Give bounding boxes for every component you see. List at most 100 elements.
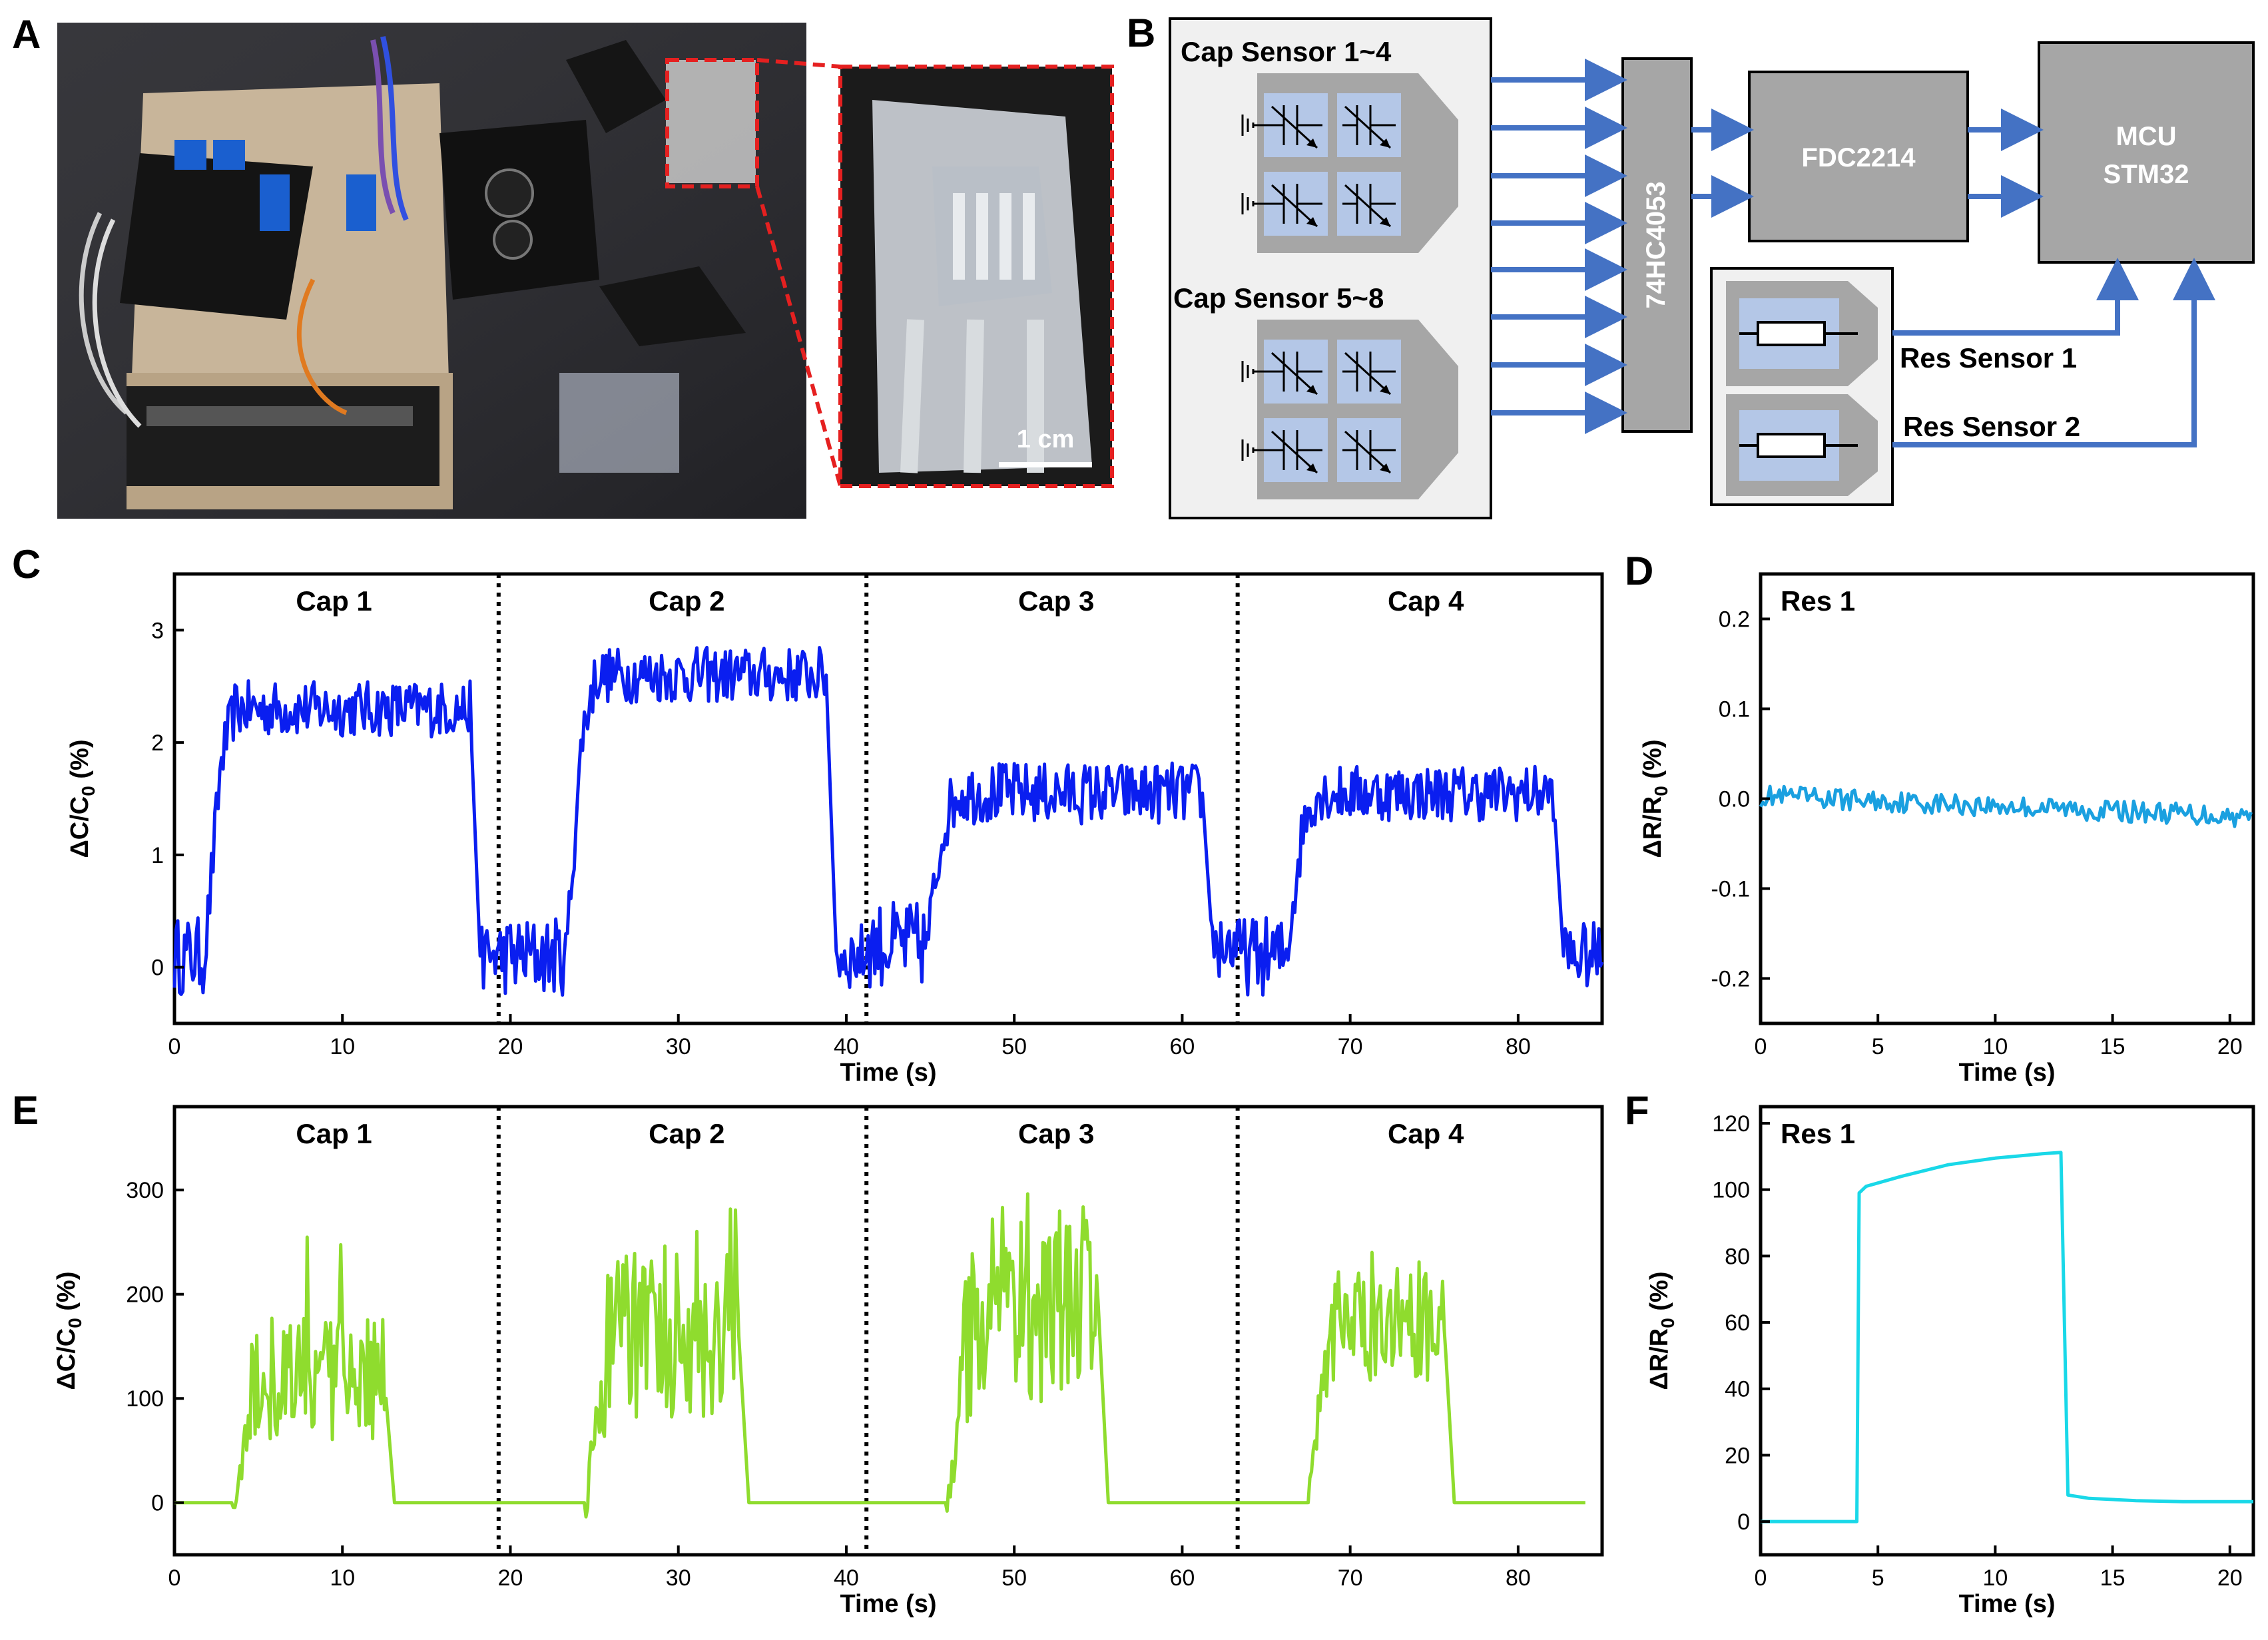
cap-sensor-cell (1337, 340, 1401, 404)
x-tick-label: 0 (1755, 1034, 1767, 1059)
x-tick-label: 5 (1872, 1565, 1884, 1591)
segment-label: Cap 2 (649, 1118, 724, 1149)
x-axis-title: Time (s) (1958, 1059, 2055, 1087)
fdc-block (1748, 71, 1969, 242)
y-tick-label: 3 (151, 618, 164, 643)
mux-label: 74HC4053 (1641, 181, 1671, 308)
panel-letter-b: B (1127, 11, 1155, 55)
x-tick-label: 40 (834, 1565, 859, 1591)
legend-label: Res 1 (1781, 585, 1855, 617)
x-tick-label: 50 (1001, 1565, 1027, 1591)
y-tick-label: 200 (126, 1282, 164, 1308)
series-line (1759, 784, 2253, 828)
y-tick-label: -0.1 (1711, 877, 1750, 902)
mcu-board (127, 386, 439, 486)
y-tick-label: 0.0 (1719, 787, 1750, 812)
y-tick-label: 0 (151, 1491, 164, 1516)
x-tick-label: 20 (498, 1565, 523, 1591)
y-tick-label: 100 (126, 1386, 164, 1412)
x-tick-label: 30 (666, 1034, 691, 1059)
mcu-label-1: MCU (2116, 122, 2176, 151)
segment-label: Cap 2 (649, 585, 724, 617)
y-tick-label: 120 (1712, 1111, 1750, 1137)
res-sensor-2 (1726, 394, 1878, 496)
scale-bar-label: 1 cm (1017, 425, 1075, 453)
res-sensor-1-label: Res Sensor 1 (1900, 342, 2077, 374)
segment-label: Cap 1 (296, 1118, 372, 1149)
x-axis-title: Time (s) (840, 1590, 936, 1618)
y-axis-title: ΔC/C0 (%) (53, 1272, 85, 1390)
y-tick-label: 100 (1712, 1178, 1750, 1203)
x-tick-label: 40 (834, 1034, 859, 1059)
segment-label: Cap 1 (296, 585, 372, 617)
cap-sensor-cell (1241, 93, 1328, 157)
panel-letter-e: E (12, 1088, 39, 1133)
x-tick-label: 80 (1506, 1034, 1531, 1059)
x-tick-label: 5 (1872, 1034, 1884, 1059)
x-tick-label: 15 (2100, 1565, 2126, 1591)
y-axis-title: ΔR/R0 (%) (1645, 1272, 1678, 1390)
zoom-box (665, 58, 759, 188)
panel-letter-a: A (12, 12, 41, 57)
fdc-label: FDC2214 (1801, 143, 1916, 172)
y-tick-label: 60 (1725, 1310, 1750, 1336)
segment-label: Cap 3 (1018, 1118, 1094, 1149)
x-tick-label: 20 (498, 1034, 523, 1059)
cap-sensor-cell (1241, 418, 1328, 482)
x-tick-label: 60 (1169, 1034, 1195, 1059)
y-tick-label: 300 (126, 1178, 164, 1203)
y-tick-label: 40 (1725, 1377, 1750, 1402)
mcu-label-2: STM32 (2104, 160, 2189, 189)
device-photo (57, 23, 806, 519)
x-tick-label: 20 (2217, 1565, 2243, 1591)
mux-block (1621, 57, 1693, 433)
cap-sensor-cell (1337, 418, 1401, 482)
x-tick-label: 10 (330, 1034, 355, 1059)
cap-sensor-group-2 (1241, 320, 1458, 499)
series-line (1761, 1151, 2253, 1523)
x-tick-label: 70 (1338, 1034, 1363, 1059)
x-axis-title: Time (s) (1958, 1590, 2055, 1618)
plot-area (1759, 1105, 2255, 1557)
cap-group-1-label: Cap Sensor 1~4 (1181, 36, 1392, 67)
x-tick-label: 30 (666, 1565, 691, 1591)
arrow-res2-to-mcu (1892, 258, 2215, 447)
x-tick-label: 10 (330, 1565, 355, 1591)
y-tick-label: 0 (151, 956, 164, 981)
x-tick-label: 20 (2217, 1034, 2243, 1059)
sensor-closeup: 1 cm (838, 65, 1114, 488)
res-sensor-2-label: Res Sensor 2 (1903, 411, 2080, 442)
segment-label: Cap 4 (1388, 1118, 1464, 1149)
x-tick-label: 0 (168, 1565, 181, 1591)
panel-letter-f: F (1625, 1088, 1649, 1133)
arrow-res1-to-mcu (1892, 258, 2139, 336)
mcu-block (2038, 41, 2255, 264)
segment-label: Cap 4 (1388, 585, 1464, 617)
res-sensor-1 (1726, 281, 1878, 386)
x-tick-label: 80 (1506, 1565, 1531, 1591)
cap-sensor-cell (1337, 172, 1401, 236)
x-tick-label: 50 (1001, 1034, 1027, 1059)
y-tick-label: 2 (151, 730, 164, 756)
chart-e: 0 10 20 30 40 50 60 70 80 0 100 200 300 Time (s) ΔC/C0… (53, 1105, 1604, 1618)
chart-d: 0 5 10 15 20 0.2 0.1 0.0 -0.1 -0.2 Time (s) ΔR/R0 (… (1639, 572, 2255, 1087)
chart-f: 0 5 10 15 20 0 20 40 60 80 100 120 Time (s) ΔR/R0 (%)… (1645, 1105, 2255, 1618)
legend-label: Res 1 (1781, 1118, 1855, 1149)
x-tick-label: 0 (168, 1034, 181, 1059)
panel-letter-c: C (12, 542, 41, 587)
y-tick-label: 0 (1737, 1509, 1750, 1535)
y-axis-title: ΔC/C0 (%) (66, 740, 99, 858)
x-axis-title: Time (s) (840, 1059, 936, 1087)
y-tick-label: 0.2 (1719, 607, 1750, 633)
cap-group-2-label: Cap Sensor 5~8 (1173, 282, 1384, 314)
x-tick-label: 60 (1169, 1565, 1195, 1591)
x-tick-label: 10 (1982, 1034, 2008, 1059)
chart-c: 0 10 20 30 40 50 60 70 80 0 1 2 3 Time (s) ΔC/C0 (%) Ca… (66, 572, 1604, 1087)
y-axis-title: ΔR/R0 (%) (1639, 740, 1671, 858)
x-tick-label: 10 (1982, 1565, 2008, 1591)
y-tick-label: -0.2 (1711, 967, 1750, 992)
y-tick-label: 20 (1725, 1443, 1750, 1468)
panel-a: A (12, 12, 1114, 519)
cap-sensor-group-1 (1241, 73, 1458, 253)
